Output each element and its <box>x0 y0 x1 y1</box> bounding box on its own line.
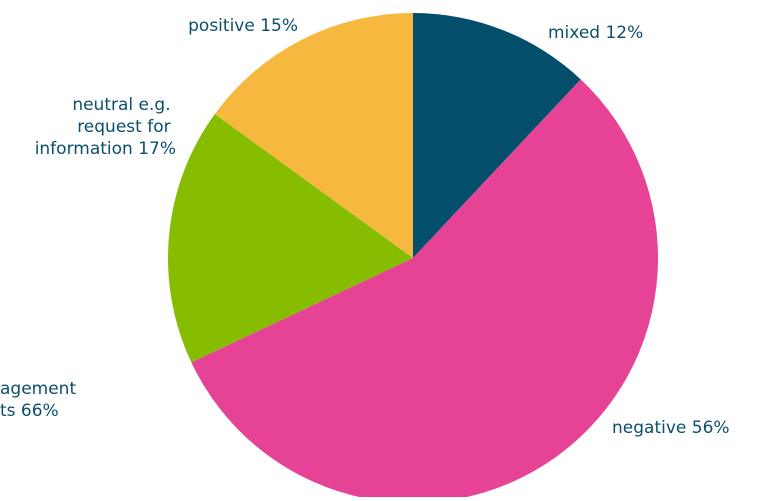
slice-label-negative: negative 56% <box>612 418 730 438</box>
pie-slices <box>168 13 658 501</box>
cutoff-annotation: agement ts 66% <box>0 379 82 421</box>
slice-label-neutral-line-2: request for <box>77 117 170 137</box>
pie-slice-1 <box>413 13 581 258</box>
slice-label-neutral-line-3: information 17% <box>35 139 176 159</box>
cutoff-annotation-line-2: ts 66% <box>0 401 59 421</box>
slice-label-neutral: neutral e.g. request for information 17% <box>35 95 176 159</box>
slice-label-positive: positive 15% <box>188 16 298 36</box>
pie-slice-3 <box>168 113 413 363</box>
pie-slice-4 <box>214 13 413 258</box>
cutoff-annotation-line-1: agement <box>0 379 76 399</box>
slice-label-mixed: mixed 12% <box>548 23 643 43</box>
pie-slice-2 <box>191 79 658 501</box>
pie-labels: mixed 12% negative 56% neutral e.g. requ… <box>0 16 730 438</box>
slice-label-neutral-line-1: neutral e.g. <box>72 95 170 115</box>
